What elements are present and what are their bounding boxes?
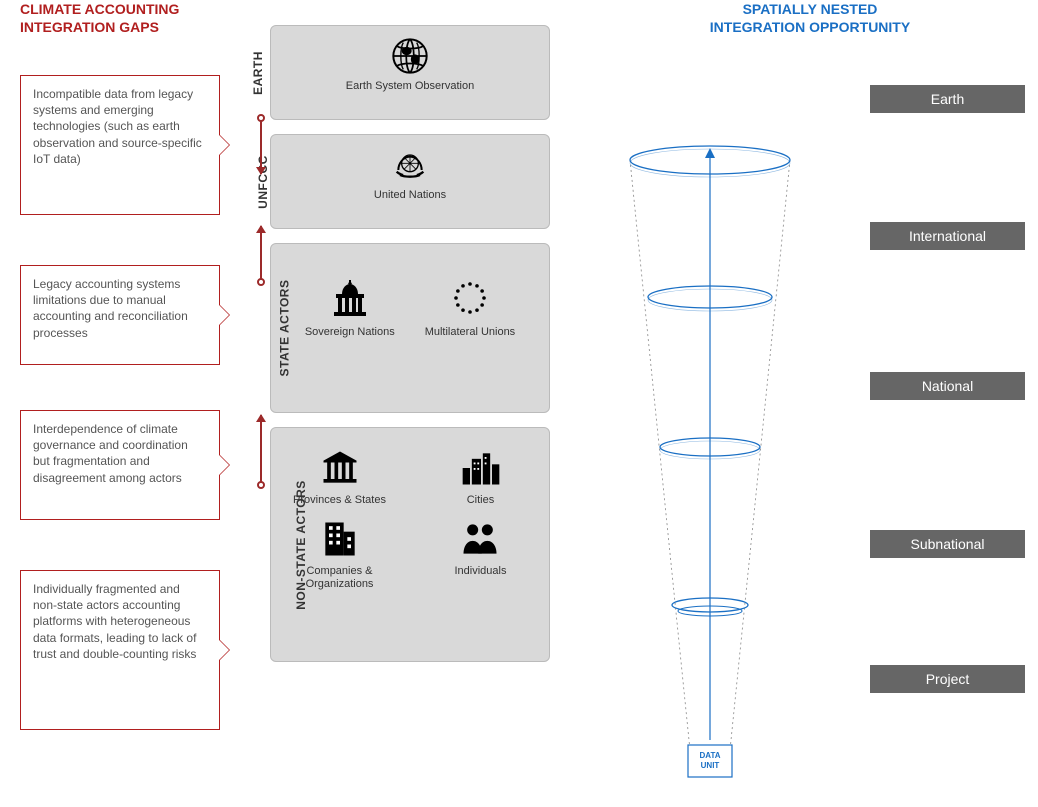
gap-box: Legacy accounting systems limitations du… bbox=[20, 265, 220, 365]
left-title: CLIMATE ACCOUNTING INTEGRATION GAPS bbox=[20, 0, 220, 36]
tier-label: UNFCCC bbox=[256, 155, 270, 209]
gap-box: Interdependence of climate governance an… bbox=[20, 410, 220, 520]
tier-item: Multilateral Unions bbox=[425, 274, 515, 339]
tier-item: Sovereign Nations bbox=[305, 274, 395, 339]
tier-box: Provinces & StatesCitiesCompanies & Orga… bbox=[270, 427, 550, 662]
connector bbox=[260, 226, 262, 282]
level-badge: Subnational bbox=[870, 530, 1025, 558]
left-column: CLIMATE ACCOUNTING INTEGRATION GAPS bbox=[20, 0, 220, 81]
gap-box: Individually fragmented and non-state ac… bbox=[20, 570, 220, 730]
tier-earth: EARTH Earth System Observation bbox=[250, 25, 550, 120]
tier-label: NON-STATE ACTORS bbox=[294, 480, 308, 610]
columns-icon bbox=[318, 446, 362, 490]
middle-column: EARTH Earth System Observation UNFCCC Unite… bbox=[250, 25, 550, 676]
tier-item-label: Earth System Observation bbox=[346, 80, 474, 93]
right-title-l1: SPATIALLY NESTED bbox=[743, 1, 878, 17]
tier-item-label: United Nations bbox=[374, 189, 446, 202]
right-title-l2: INTEGRATION OPPORTUNITY bbox=[710, 19, 910, 35]
tier-item: Individuals bbox=[455, 517, 507, 591]
tier-label: STATE ACTORS bbox=[277, 280, 291, 377]
stars-circle-icon bbox=[446, 274, 494, 322]
tier-item: Cities bbox=[459, 446, 503, 507]
people-icon bbox=[458, 517, 502, 561]
nested-cylinder-diagram: DATAUNIT bbox=[590, 60, 850, 790]
tier-item-label: Sovereign Nations bbox=[305, 326, 395, 339]
tier-item: United Nations bbox=[279, 145, 541, 202]
right-title: SPATIALLY NESTED INTEGRATION OPPORTUNITY bbox=[600, 0, 1020, 36]
svg-text:DATA: DATA bbox=[699, 751, 720, 760]
connector bbox=[260, 415, 262, 485]
tier-item: Earth System Observation bbox=[279, 36, 541, 93]
level-badge: International bbox=[870, 222, 1025, 250]
level-badge: Project bbox=[870, 665, 1025, 693]
tier-unfccc: UNFCCC United Nations bbox=[250, 134, 550, 229]
left-title-l1: CLIMATE ACCOUNTING bbox=[20, 1, 179, 17]
tier-label: EARTH bbox=[251, 51, 265, 95]
tier-nonstate: NON-STATE ACTORSProvinces & StatesCities… bbox=[250, 427, 550, 662]
un-icon bbox=[390, 145, 430, 185]
level-badge: National bbox=[870, 372, 1025, 400]
tier-item-label: Cities bbox=[467, 494, 495, 507]
tier-item-label: Individuals bbox=[455, 565, 507, 578]
level-badge: Earth bbox=[870, 85, 1025, 113]
globe-icon bbox=[390, 36, 430, 76]
capitol-icon bbox=[326, 274, 374, 322]
tier-state: STATE ACTORS Sovereign Nations Multilatera… bbox=[250, 243, 550, 413]
left-title-l2: INTEGRATION GAPS bbox=[20, 19, 159, 35]
tier-item-label: Multilateral Unions bbox=[425, 326, 515, 339]
connector bbox=[260, 118, 262, 174]
city-icon bbox=[459, 446, 503, 490]
tier-box: Earth System Observation bbox=[270, 25, 550, 120]
gap-box: Incompatible data from legacy systems an… bbox=[20, 75, 220, 215]
building-icon bbox=[318, 517, 362, 561]
tier-box: Sovereign Nations Multilateral Unions bbox=[270, 243, 550, 413]
svg-text:UNIT: UNIT bbox=[701, 761, 720, 770]
tier-box: United Nations bbox=[270, 134, 550, 229]
right-column: SPATIALLY NESTED INTEGRATION OPPORTUNITY bbox=[600, 0, 1020, 66]
